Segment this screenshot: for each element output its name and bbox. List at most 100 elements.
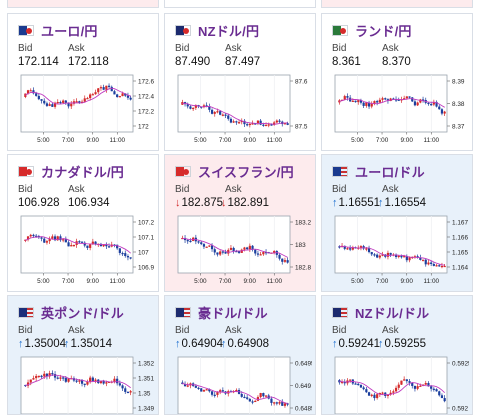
- candle-body: [235, 121, 238, 123]
- candle-body: [240, 249, 243, 253]
- rate-card[interactable]: 豪ドル/ドルBidAsk↑0.64904↑0.649080.64950.6490…: [164, 295, 316, 415]
- currency-pair-label[interactable]: カナダドル/円: [41, 164, 125, 180]
- candle-body: [205, 105, 208, 107]
- y-tick-label: 1.164: [452, 265, 468, 272]
- card-header[interactable]: ユーロ/円: [18, 22, 98, 39]
- candle-body: [186, 240, 189, 242]
- candle-body: [48, 104, 51, 106]
- candlestick-chart[interactable]: 8.39 8.38 8.37 5:00 7:00 9:00 11:00: [329, 72, 469, 148]
- y-tick-label: 172.6: [138, 79, 154, 86]
- candle-body: [53, 102, 57, 107]
- currency-pair-label[interactable]: スイスフラン/円: [198, 164, 294, 180]
- candle-body: [419, 385, 422, 387]
- candlestick-chart[interactable]: 183.2 183 182.8 5:00 7:00 9:00 11:00: [172, 213, 312, 289]
- candle-body: [227, 249, 230, 254]
- y-tick-label: 0.5925: [452, 361, 469, 368]
- rate-card[interactable]: カナダドル/円 Bid Ask 106.928 106.934 107.2 107.1 107…: [7, 154, 159, 292]
- candle-body: [394, 254, 398, 258]
- x-tick-label: 7:00: [376, 137, 389, 144]
- candlestick-chart[interactable]: 87.6 87.5 5:00 7:00 9:00 11:00: [172, 72, 312, 148]
- candle-body: [343, 245, 346, 249]
- candle-body: [89, 244, 92, 248]
- candle-body: [221, 114, 224, 116]
- currency-pair-label[interactable]: 英ポンド/ドル: [41, 305, 125, 321]
- candle-body: [210, 109, 214, 114]
- candle-body: [357, 100, 360, 103]
- bid-value-text: 106.928: [18, 197, 60, 209]
- plot-area: [334, 74, 448, 133]
- card-header[interactable]: 豪ドル/ドル: [175, 304, 268, 321]
- candle-body: [259, 120, 262, 125]
- candle-body: [376, 254, 379, 258]
- currency-pair-label[interactable]: ユーロ/ドル: [355, 164, 425, 180]
- card-header[interactable]: スイスフラン/円: [175, 163, 294, 180]
- bid-label: Bid: [18, 325, 33, 336]
- currency-pair-label[interactable]: ユーロ/円: [41, 23, 98, 39]
- candle-body: [349, 379, 352, 381]
- ask-value: ↓182.891: [221, 197, 269, 209]
- card-header[interactable]: ランド/円: [332, 22, 412, 39]
- arrow-up-icon: ↑: [378, 338, 384, 350]
- rate-card[interactable]: ユーロ/ドル Bid Ask ↑1.16551 ↑1.16554 1.167 1.166 1.…: [321, 154, 473, 292]
- card-header[interactable]: 英ポンド/ドル: [18, 304, 125, 321]
- ask-value: ↑1.35014: [64, 338, 112, 350]
- rate-card[interactable]: ユーロ/円 Bid Ask 172.114 172.118 172.6 172.4 172.2…: [7, 13, 159, 151]
- ask-label: Ask: [382, 325, 399, 336]
- x-tick-label: 11:00: [110, 137, 126, 144]
- rate-card[interactable]: ランド/円 Bid Ask 8.361 8.370 8.39 8.38 8.37 5:00 7:0…: [321, 13, 473, 151]
- candle-body: [26, 382, 30, 386]
- y-tick-label: 183.2: [295, 220, 311, 227]
- moving-average-line: [25, 87, 131, 105]
- candle-body: [189, 106, 192, 109]
- currency-pair-label[interactable]: NZドル/ドル: [355, 305, 430, 321]
- rate-card[interactable]: スイスフラン/円 Bid Ask ↓182.875 ↓182.891 183.2 183 18…: [164, 154, 316, 292]
- rate-card[interactable]: 英ポンド/ドル Bid Ask ↑1.35004 ↑1.35014 1.352 1.351 1…: [7, 295, 159, 415]
- currency-pair-label[interactable]: ランド/円: [355, 23, 412, 39]
- candle-body: [107, 85, 111, 87]
- candle-body: [53, 374, 57, 378]
- candle-body: [262, 252, 265, 255]
- ask-label: Ask: [68, 325, 85, 336]
- candle-body: [362, 387, 365, 390]
- candle-body: [43, 373, 46, 377]
- candle-body: [213, 249, 216, 253]
- candle-body: [365, 389, 368, 393]
- candle-body: [116, 244, 119, 249]
- candlestick-chart[interactable]: 107.2 107.1 107 106.9 5:00 7:00 9:00 11:00: [15, 213, 155, 289]
- candle-body: [59, 102, 62, 104]
- candle-body: [408, 96, 411, 98]
- candle-body: [413, 385, 417, 389]
- candle-body: [83, 98, 86, 102]
- candle-body: [124, 93, 127, 96]
- candle-body: [202, 244, 206, 247]
- eu-us-flag: [332, 165, 348, 177]
- card-header[interactable]: NZドル/ドル: [332, 304, 430, 321]
- card-header[interactable]: カナダドル/円: [18, 163, 125, 180]
- candle-body: [59, 377, 62, 379]
- candle-body: [237, 122, 241, 124]
- ask-label: Ask: [68, 43, 85, 54]
- y-tick-label: 8.37: [452, 124, 465, 131]
- card-header[interactable]: ユーロ/ドル: [332, 163, 425, 180]
- candlestick-chart[interactable]: 172.6 172.4 172.2 172 5:00 7:00 9:00 11:00: [15, 72, 155, 148]
- moving-average-line: [339, 245, 445, 266]
- candle-body: [397, 255, 400, 258]
- y-tick-label: 1.351: [138, 376, 154, 383]
- rate-card[interactable]: NZドル/円 Bid Ask 87.490 87.497 87.6 87.5 5:00 7:00…: [164, 13, 316, 151]
- x-tick-label: 7:00: [219, 137, 232, 144]
- currency-pair-label[interactable]: 豪ドル/ドル: [198, 305, 268, 321]
- candle-body: [405, 379, 408, 382]
- card-header[interactable]: NZドル/円: [175, 22, 260, 39]
- currency-pair-label[interactable]: NZドル/円: [198, 23, 260, 39]
- candle-body: [229, 247, 233, 250]
- candlestick-chart[interactable]: 1.167 1.166 1.165 1.164 5:00 7:00 9:00 11:00: [329, 213, 469, 289]
- candlestick-chart[interactable]: 0.5925 0.592: [329, 354, 469, 415]
- candlestick-chart[interactable]: 0.6495 0.649 0.6485: [172, 354, 312, 415]
- x-tick-label: 9:00: [243, 137, 256, 144]
- candle-body: [367, 248, 371, 253]
- candle-body: [278, 254, 281, 259]
- bid-label: Bid: [175, 43, 190, 54]
- candle-body: [80, 241, 84, 243]
